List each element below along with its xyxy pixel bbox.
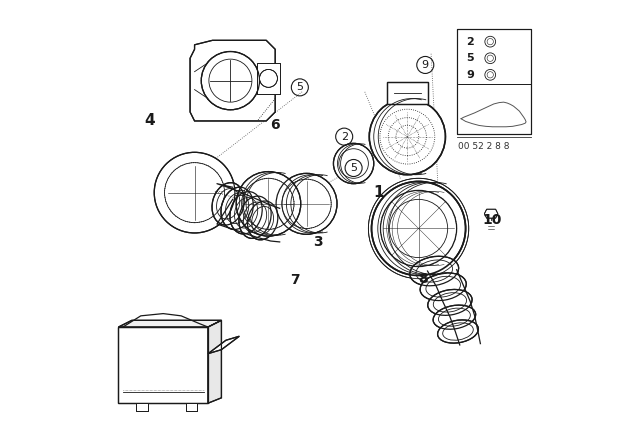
- Text: 9: 9: [467, 70, 474, 80]
- Circle shape: [369, 178, 468, 279]
- Polygon shape: [208, 336, 239, 354]
- Ellipse shape: [433, 305, 476, 329]
- Polygon shape: [208, 320, 221, 403]
- Ellipse shape: [230, 192, 262, 234]
- Text: 10: 10: [483, 212, 502, 227]
- Text: 2: 2: [340, 132, 348, 142]
- Ellipse shape: [420, 273, 467, 301]
- Ellipse shape: [221, 187, 253, 229]
- Polygon shape: [457, 29, 531, 134]
- Circle shape: [202, 52, 260, 110]
- Text: 00 52 2 8 8: 00 52 2 8 8: [458, 142, 509, 151]
- Text: 3: 3: [313, 235, 323, 249]
- Text: 5: 5: [296, 82, 303, 92]
- Ellipse shape: [212, 183, 244, 225]
- Text: 9: 9: [422, 60, 429, 70]
- Text: 8: 8: [418, 272, 428, 286]
- Text: 1: 1: [373, 185, 383, 200]
- Circle shape: [276, 173, 337, 234]
- Polygon shape: [136, 403, 148, 411]
- Text: 4: 4: [145, 113, 155, 129]
- Ellipse shape: [248, 201, 278, 240]
- Text: 5: 5: [350, 163, 357, 173]
- Circle shape: [371, 181, 466, 276]
- Polygon shape: [186, 403, 197, 411]
- Ellipse shape: [438, 320, 478, 343]
- Text: 6: 6: [270, 118, 280, 133]
- Ellipse shape: [239, 196, 271, 238]
- Circle shape: [333, 143, 374, 184]
- Circle shape: [154, 152, 235, 233]
- Circle shape: [236, 172, 301, 236]
- Text: 5: 5: [467, 53, 474, 63]
- Ellipse shape: [410, 256, 459, 286]
- Circle shape: [369, 99, 445, 175]
- Circle shape: [260, 69, 278, 87]
- Polygon shape: [118, 327, 208, 403]
- Polygon shape: [190, 40, 275, 121]
- Polygon shape: [484, 209, 498, 218]
- Text: 2: 2: [467, 37, 474, 47]
- Polygon shape: [257, 63, 280, 94]
- Polygon shape: [387, 82, 428, 104]
- Polygon shape: [118, 320, 221, 327]
- Text: 7: 7: [290, 273, 300, 287]
- Ellipse shape: [428, 289, 472, 315]
